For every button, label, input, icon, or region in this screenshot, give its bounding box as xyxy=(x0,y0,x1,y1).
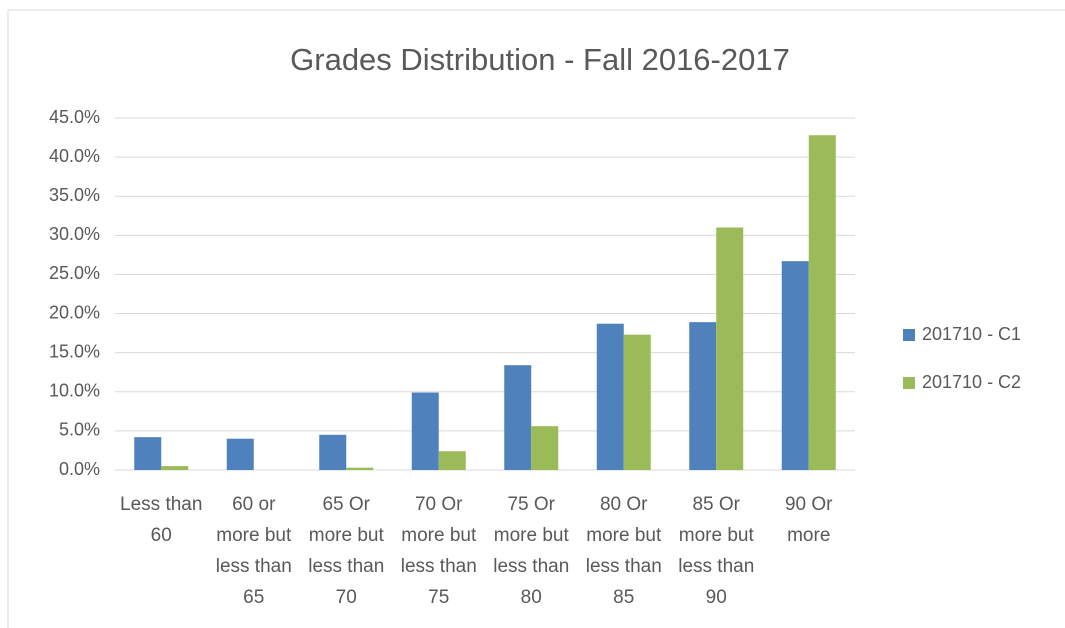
y-tick-label: 25.0% xyxy=(49,263,100,283)
x-tick-label: 80 Or more but less than 85 xyxy=(585,494,662,608)
y-tick-label: 5.0% xyxy=(59,420,100,440)
chart-frame xyxy=(7,9,1065,628)
bar xyxy=(808,135,836,470)
x-tick-label: 70 Or more but less than 75 xyxy=(400,494,477,608)
x-tick-label: 75 Or more but less than 80 xyxy=(493,494,570,608)
bar xyxy=(346,467,374,470)
bar xyxy=(781,261,809,470)
y-tick-label: 15.0% xyxy=(49,341,100,361)
y-tick-label: 20.0% xyxy=(49,302,100,322)
chart-title: Grades Distribution - Fall 2016-2017 xyxy=(290,42,790,77)
bar xyxy=(319,434,347,470)
bar xyxy=(596,323,624,470)
x-tick-label: 65 Or more but less than 70 xyxy=(308,494,385,608)
bar xyxy=(689,322,717,470)
y-tick-label: 45.0% xyxy=(49,107,100,127)
x-tick-label: 85 Or more but less than 90 xyxy=(678,494,755,608)
x-tick-label: 60 or more but less than 65 xyxy=(215,494,292,608)
y-tick-label: 0.0% xyxy=(59,459,100,479)
bar xyxy=(531,426,559,470)
bar xyxy=(411,392,439,470)
bar xyxy=(504,365,532,470)
legend-swatch xyxy=(903,377,915,389)
legend-label: 201710 - C1 xyxy=(922,324,1021,344)
bar xyxy=(226,438,254,470)
x-tick-label: Less than 60 xyxy=(120,494,203,546)
y-tick-label: 30.0% xyxy=(49,224,100,244)
y-tick-label: 40.0% xyxy=(49,146,100,166)
bar xyxy=(161,466,189,470)
bar xyxy=(623,334,651,470)
x-tick-label: 90 Or more xyxy=(784,494,833,546)
y-tick-label: 10.0% xyxy=(49,381,100,401)
legend-swatch xyxy=(903,329,915,341)
bar xyxy=(716,227,744,470)
bar xyxy=(438,451,466,470)
y-tick-label: 35.0% xyxy=(49,185,100,205)
bar xyxy=(134,437,162,470)
legend-label: 201710 - C2 xyxy=(922,372,1021,392)
